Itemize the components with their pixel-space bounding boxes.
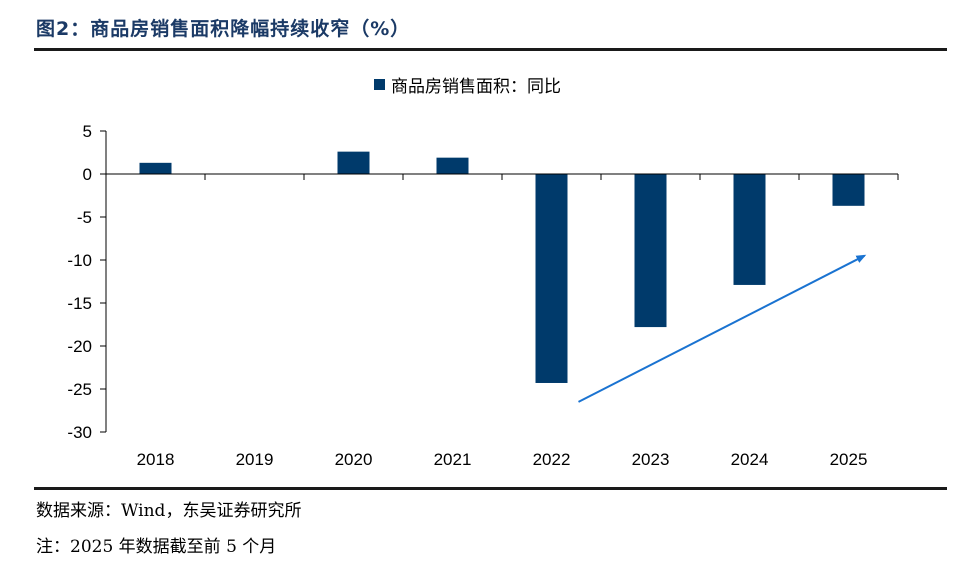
- bar-2022: [535, 174, 568, 383]
- source-note: 数据来源：Wind，东吴证券研究所: [36, 501, 302, 521]
- y-tick-label: -30: [67, 423, 92, 442]
- bar-2023: [634, 174, 667, 328]
- top-rule: [34, 48, 947, 51]
- legend-swatch: [374, 79, 385, 90]
- x-tick-label: 2021: [434, 450, 472, 469]
- bar-2021: [436, 157, 469, 174]
- y-tick-label: -15: [67, 294, 92, 313]
- bar-2025: [832, 174, 865, 206]
- y-tick-label: 0: [83, 165, 92, 184]
- footnote: 注：2025 年数据截至前 5 个月: [36, 537, 277, 557]
- annotations: [578, 254, 867, 403]
- x-axis-labels: 2018 2019 2020 2021 2022 2023 2024 2025: [137, 450, 868, 469]
- bar-chart: 商品房销售面积：同比 50-5-10-15-20-25-30 2018 2019 2…: [67, 77, 899, 469]
- y-axis-ticks: 5 0 -5 -10 -15 -20 -25 -30: [67, 122, 106, 442]
- x-tick-label: 2019: [236, 450, 274, 469]
- x-tick-label: 2024: [731, 450, 769, 469]
- figure-title: 图2：商品房销售面积降幅持续收窄（%）: [36, 18, 411, 40]
- x-tick-label: 2018: [137, 450, 175, 469]
- bar-2020: [337, 151, 370, 174]
- x-tick-label: 2022: [533, 450, 571, 469]
- bar-2024: [733, 174, 766, 285]
- y-tick-label: -20: [67, 337, 92, 356]
- x-tick-label: 2025: [830, 450, 868, 469]
- bar-2018: [139, 162, 172, 174]
- trend-arrow: [578, 254, 867, 403]
- y-tick-label: -10: [67, 251, 92, 270]
- y-tick-label: -5: [77, 208, 92, 227]
- legend: 商品房销售面积：同比: [374, 77, 561, 97]
- bottom-rule: [34, 487, 947, 490]
- axes: [105, 131, 899, 432]
- x-tick-label: 2020: [335, 450, 373, 469]
- y-tick-label: 5: [83, 122, 92, 141]
- x-tick-label: 2023: [632, 450, 670, 469]
- y-tick-label: -25: [67, 380, 92, 399]
- bars: [139, 151, 865, 383]
- legend-label: 商品房销售面积：同比: [391, 77, 561, 97]
